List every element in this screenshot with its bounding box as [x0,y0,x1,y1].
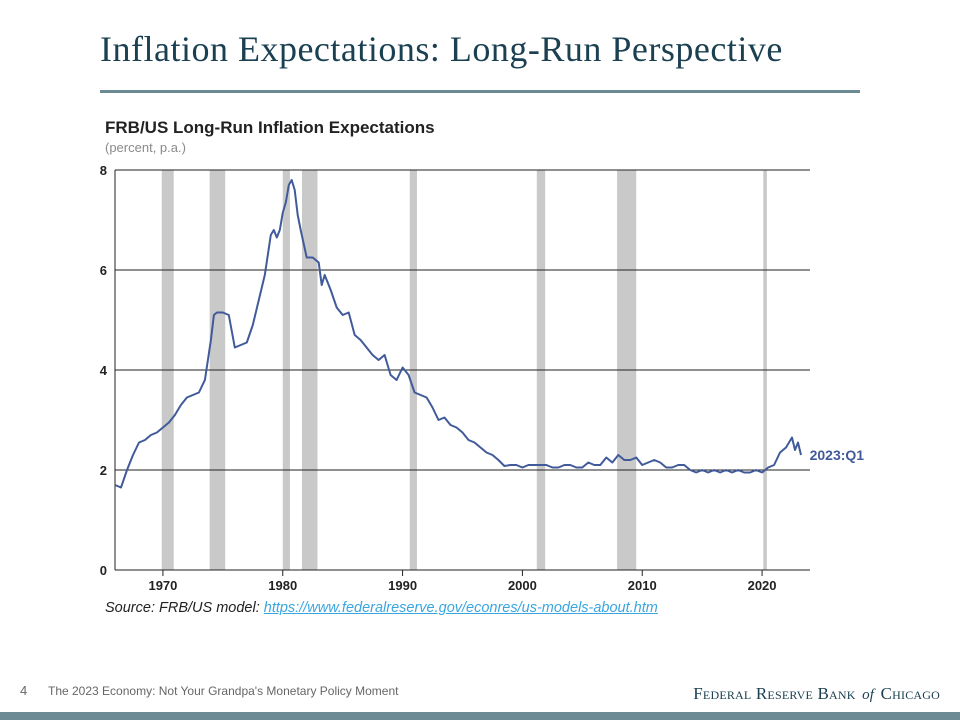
source-line: Source: FRB/US model: https://www.federa… [105,600,658,616]
page-number: 4 [20,683,27,698]
source-link[interactable]: https://www.federalreserve.gov/econres/u… [264,600,658,616]
svg-text:6: 6 [100,263,107,278]
svg-text:1980: 1980 [268,578,297,593]
svg-text:8: 8 [100,163,107,178]
svg-text:2000: 2000 [508,578,537,593]
bottom-bar [0,712,960,720]
page-title: Inflation Expectations: Long-Run Perspec… [100,28,783,70]
svg-text:2010: 2010 [628,578,657,593]
source-prefix: Source: FRB/US model: [105,600,264,616]
bank-pre: Federal Reserve Bank [693,684,855,703]
svg-text:1990: 1990 [388,578,417,593]
doc-title-footer: The 2023 Economy: Not Your Grandpa's Mon… [48,684,398,698]
title-rule [100,90,860,93]
svg-text:2: 2 [100,463,107,478]
svg-text:1970: 1970 [148,578,177,593]
bank-logo-text: Federal Reserve Bank of Chicago [693,684,940,704]
chart-title: FRB/US Long-Run Inflation Expectations [105,118,435,138]
svg-text:4: 4 [100,363,108,378]
svg-text:2020: 2020 [748,578,777,593]
line-chart-svg: 0 2 4 6 8 1970 1980 1990 2000 2010 2020 2023:Q1 [80,160,880,600]
slide: Inflation Expectations: Long-Run Perspec… [0,0,960,720]
chart-subtitle: (percent, p.a.) [105,140,186,155]
bank-post: Chicago [881,684,940,703]
svg-text:2023:Q1: 2023:Q1 [810,447,865,463]
svg-text:0: 0 [100,563,107,578]
chart-area: 0 2 4 6 8 1970 1980 1990 2000 2010 2020 2023:Q1 [80,160,880,600]
bank-of: of [862,687,874,703]
